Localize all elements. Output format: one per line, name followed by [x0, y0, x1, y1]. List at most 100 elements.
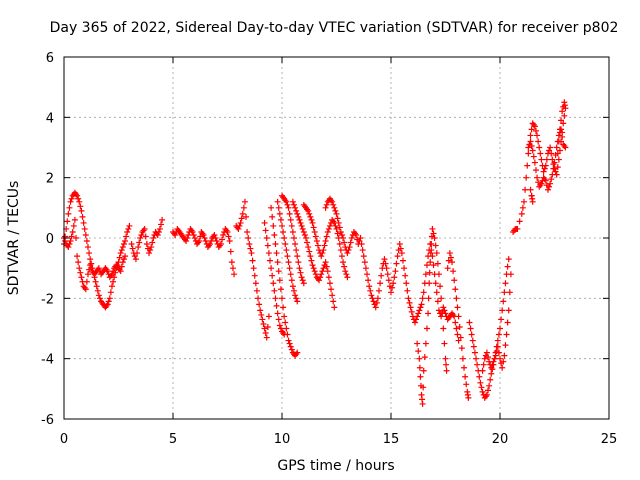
data-point [501, 352, 508, 359]
data-point [455, 337, 462, 344]
data-point [231, 271, 238, 278]
data-point [94, 287, 101, 294]
data-point [202, 238, 209, 245]
data-point [505, 307, 512, 314]
data-point [478, 384, 485, 391]
data-point [423, 262, 430, 269]
data-point [84, 244, 91, 251]
data-point [396, 241, 403, 248]
data-point [422, 271, 429, 278]
data-point [106, 295, 113, 302]
data-point [104, 268, 111, 275]
data-point [401, 265, 408, 272]
data-point [189, 228, 196, 235]
data-point [93, 283, 100, 290]
data-point [368, 292, 375, 299]
data-point [370, 298, 377, 305]
data-point [147, 247, 154, 254]
data-point [442, 355, 449, 362]
data-point [290, 201, 297, 208]
axis-ticks: 0 5 10 15 20 25 -6 -4 -2 0 2 4 6 [41, 51, 617, 447]
data-point [249, 257, 256, 264]
data-point [336, 224, 343, 231]
data-point [451, 277, 458, 284]
data-point [149, 239, 156, 246]
data-point [338, 231, 345, 238]
data-point [293, 295, 300, 302]
data-point [554, 138, 561, 145]
y-tick-label: 6 [46, 51, 54, 66]
data-point [559, 133, 566, 140]
data-point [80, 219, 87, 226]
data-point [556, 129, 563, 136]
data-point [529, 147, 536, 154]
data-point [273, 302, 280, 309]
data-point [555, 156, 562, 163]
data-point [552, 168, 559, 175]
data-point [281, 313, 288, 320]
data-point [430, 230, 437, 237]
data-point [286, 210, 293, 217]
data-point [261, 219, 268, 226]
data-point [295, 213, 302, 220]
data-point [547, 180, 554, 187]
data-point [562, 144, 569, 151]
data-point [429, 225, 436, 232]
data-point [466, 319, 473, 326]
data-point [269, 213, 276, 220]
data-point [95, 265, 102, 272]
data-point [283, 247, 290, 254]
data-point [402, 272, 409, 279]
data-point [462, 373, 469, 380]
data-point [124, 228, 131, 235]
data-point [284, 253, 291, 260]
data-point [550, 165, 557, 172]
data-point [314, 242, 321, 249]
data-point [455, 313, 462, 320]
data-point [261, 325, 268, 332]
data-point [122, 253, 129, 260]
data-point [120, 241, 127, 248]
data-point [108, 271, 115, 278]
data-point [65, 244, 72, 251]
data-point [263, 334, 270, 341]
data-point [155, 228, 162, 235]
data-point [319, 268, 326, 275]
data-point [325, 274, 332, 281]
data-point [518, 210, 525, 217]
data-point [431, 235, 438, 241]
data-point [267, 257, 274, 264]
data-point [71, 216, 78, 223]
data-point [419, 295, 426, 302]
data-point [239, 210, 246, 217]
data-point [322, 259, 329, 266]
data-point [271, 287, 278, 294]
data-point [523, 174, 530, 181]
data-point [347, 239, 354, 246]
data-point [406, 299, 413, 306]
data-point [310, 265, 317, 272]
data-point [74, 253, 81, 260]
data-point [516, 218, 523, 225]
data-point [528, 126, 535, 133]
data-point [78, 207, 85, 214]
data-point [420, 289, 427, 296]
data-point [297, 219, 304, 226]
data-point [77, 203, 84, 210]
data-point [439, 310, 446, 317]
data-point [262, 330, 269, 337]
data-point [150, 235, 157, 241]
data-point [264, 242, 271, 249]
data-point [290, 235, 297, 241]
data-point [211, 231, 218, 238]
data-point [514, 225, 521, 232]
data-point [285, 337, 292, 344]
data-point [236, 222, 243, 229]
data-point [459, 355, 466, 362]
data-point [300, 280, 307, 287]
data-point [330, 298, 337, 305]
data-point [456, 323, 463, 330]
data-point [440, 325, 447, 332]
data-point [323, 233, 330, 240]
data-point [332, 207, 339, 214]
